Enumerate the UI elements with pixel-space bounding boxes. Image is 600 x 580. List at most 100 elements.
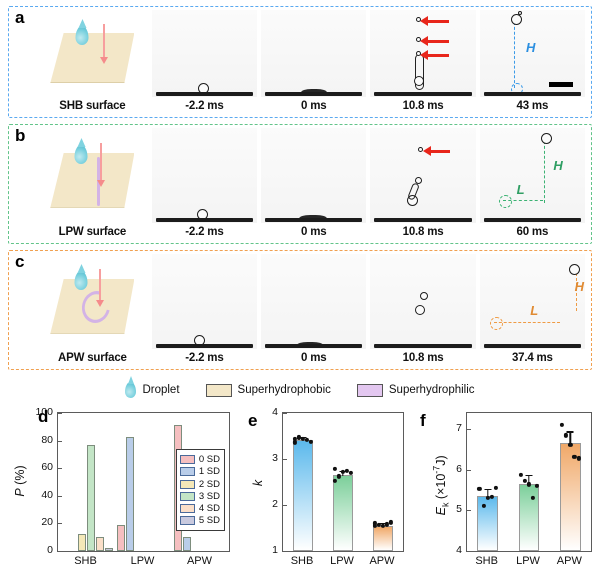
axis-tickmark — [283, 459, 287, 460]
data-point — [332, 478, 338, 484]
axis-tick-label-y: 7 — [456, 422, 462, 435]
axis-tick-label-y: 0 — [47, 544, 53, 556]
length-dashline — [494, 322, 561, 324]
axis-tickmark — [283, 413, 287, 414]
data-point — [292, 436, 298, 441]
plot-area-d: 0 SD 1 SD 2 SD 3 SD 4 SD 5 SD — [57, 412, 230, 552]
height-dashline — [514, 22, 516, 89]
color-swatch — [179, 503, 195, 513]
axis-tickmark — [467, 551, 471, 552]
axis-tick-label-y: 4 — [272, 406, 278, 418]
axis-tick-label-x: SHB — [290, 555, 314, 567]
axis-tickmark — [58, 468, 62, 470]
substrate-line — [483, 344, 582, 348]
substrate-line — [265, 344, 363, 348]
satellite-droplet — [417, 147, 423, 152]
frame-image-b-2 — [261, 128, 367, 223]
origin-marker — [498, 194, 512, 208]
panel-letter-b: b — [15, 126, 26, 145]
data-point — [380, 524, 386, 529]
legend-label: Droplet — [142, 384, 180, 396]
liquid-column — [407, 182, 421, 201]
bar-lpw — [333, 475, 353, 551]
panel-letter-c: c — [15, 252, 25, 271]
frame-caption: 0 ms — [301, 100, 327, 112]
axis-tickmark — [283, 551, 287, 552]
axis-tick-label-x: APW — [369, 555, 395, 567]
panel-letter-e: e — [248, 411, 258, 430]
illustration-canvas-c — [37, 254, 148, 349]
illustration-canvas-a — [37, 10, 148, 97]
axis-tickmark — [467, 469, 471, 471]
data-point — [485, 496, 490, 501]
color-swatch — [356, 383, 383, 397]
axis-tickmark — [58, 440, 62, 442]
illustration-lpw: LPW surface — [35, 127, 150, 241]
frame-a-4: H 43 ms — [478, 9, 587, 115]
substrate-line — [155, 344, 254, 348]
frame-caption: 60 ms — [516, 226, 549, 238]
droplet-blob — [511, 14, 523, 26]
data-point — [384, 522, 390, 527]
axis-title-y-e: k — [251, 479, 265, 487]
frame-b-3: 10.8 ms — [368, 127, 477, 241]
data-point — [518, 472, 523, 477]
bar-apw-1sd — [183, 536, 191, 551]
frame-c-3: 10.8 ms — [368, 253, 477, 367]
frame-b-4: H L 60 ms — [478, 127, 587, 241]
data-point — [477, 487, 482, 492]
illustration-shb: SHB surface — [35, 9, 150, 115]
data-point — [559, 423, 565, 428]
legend-label: 3 SD — [198, 490, 220, 502]
data-point — [535, 483, 540, 489]
surface-label-a: SHB surface — [59, 100, 126, 112]
axis-tickmark — [58, 523, 62, 525]
axis-tick-label-y: 80 — [41, 433, 53, 446]
frame-caption: -2.2 ms — [185, 226, 224, 238]
superhydrophobic-plate-a — [50, 32, 135, 84]
droplet-blob — [414, 305, 425, 316]
frame-b-2: 0 ms — [259, 127, 368, 241]
data-point — [376, 523, 382, 528]
bar-lpw — [518, 484, 540, 551]
axis-tick-label-x: LPW — [516, 555, 540, 567]
substrate-line — [265, 218, 363, 222]
substrate-line — [374, 344, 472, 348]
color-swatch — [179, 491, 195, 501]
frame-a-2: 0 ms — [259, 9, 368, 115]
color-swatch — [179, 516, 195, 526]
color-swatch — [179, 455, 195, 465]
frames-a: SHB surface -2.2 ms 0 ms — [35, 9, 587, 115]
droplet-icon-b — [74, 145, 88, 165]
substrate-line — [155, 218, 254, 222]
plot-area-f — [466, 412, 592, 552]
frame-caption: 43 ms — [516, 100, 549, 112]
sequence-row-c: c APW surface -2.2 ms 0 ms — [8, 250, 592, 370]
bar-shb-5sd — [105, 548, 113, 551]
legend-item-superhydrophilic: Superhydrophilic — [356, 383, 475, 397]
data-point — [568, 442, 573, 447]
measure-label-H: H — [574, 278, 584, 294]
legend-label: Superhydrophobic — [237, 384, 331, 396]
substrate-line — [155, 92, 254, 96]
figure-legend: Droplet Superhydrophobic Superhydrophili… — [8, 378, 592, 402]
data-point — [388, 520, 394, 525]
axis-tick-label-y: 5 — [456, 503, 462, 516]
axis-tick-label-y: 20 — [41, 516, 53, 529]
data-point — [332, 467, 338, 472]
data-point — [336, 474, 342, 479]
origin-marker — [490, 316, 504, 330]
frame-image-b-1 — [151, 128, 258, 223]
data-point — [296, 435, 302, 440]
axis-tick-label-x: SHB — [475, 555, 498, 567]
data-point — [564, 433, 569, 438]
sequence-row-b: b LPW surface -2.2 ms 0 ms — [8, 124, 592, 244]
measure-label-L: L — [530, 303, 539, 319]
data-point — [372, 521, 378, 526]
color-swatch — [179, 467, 195, 477]
axis-tick-label-y: 60 — [41, 461, 53, 474]
data-point — [372, 523, 378, 528]
satellite-droplet — [517, 10, 522, 15]
bar-shb — [477, 496, 498, 551]
data-point — [348, 470, 354, 475]
